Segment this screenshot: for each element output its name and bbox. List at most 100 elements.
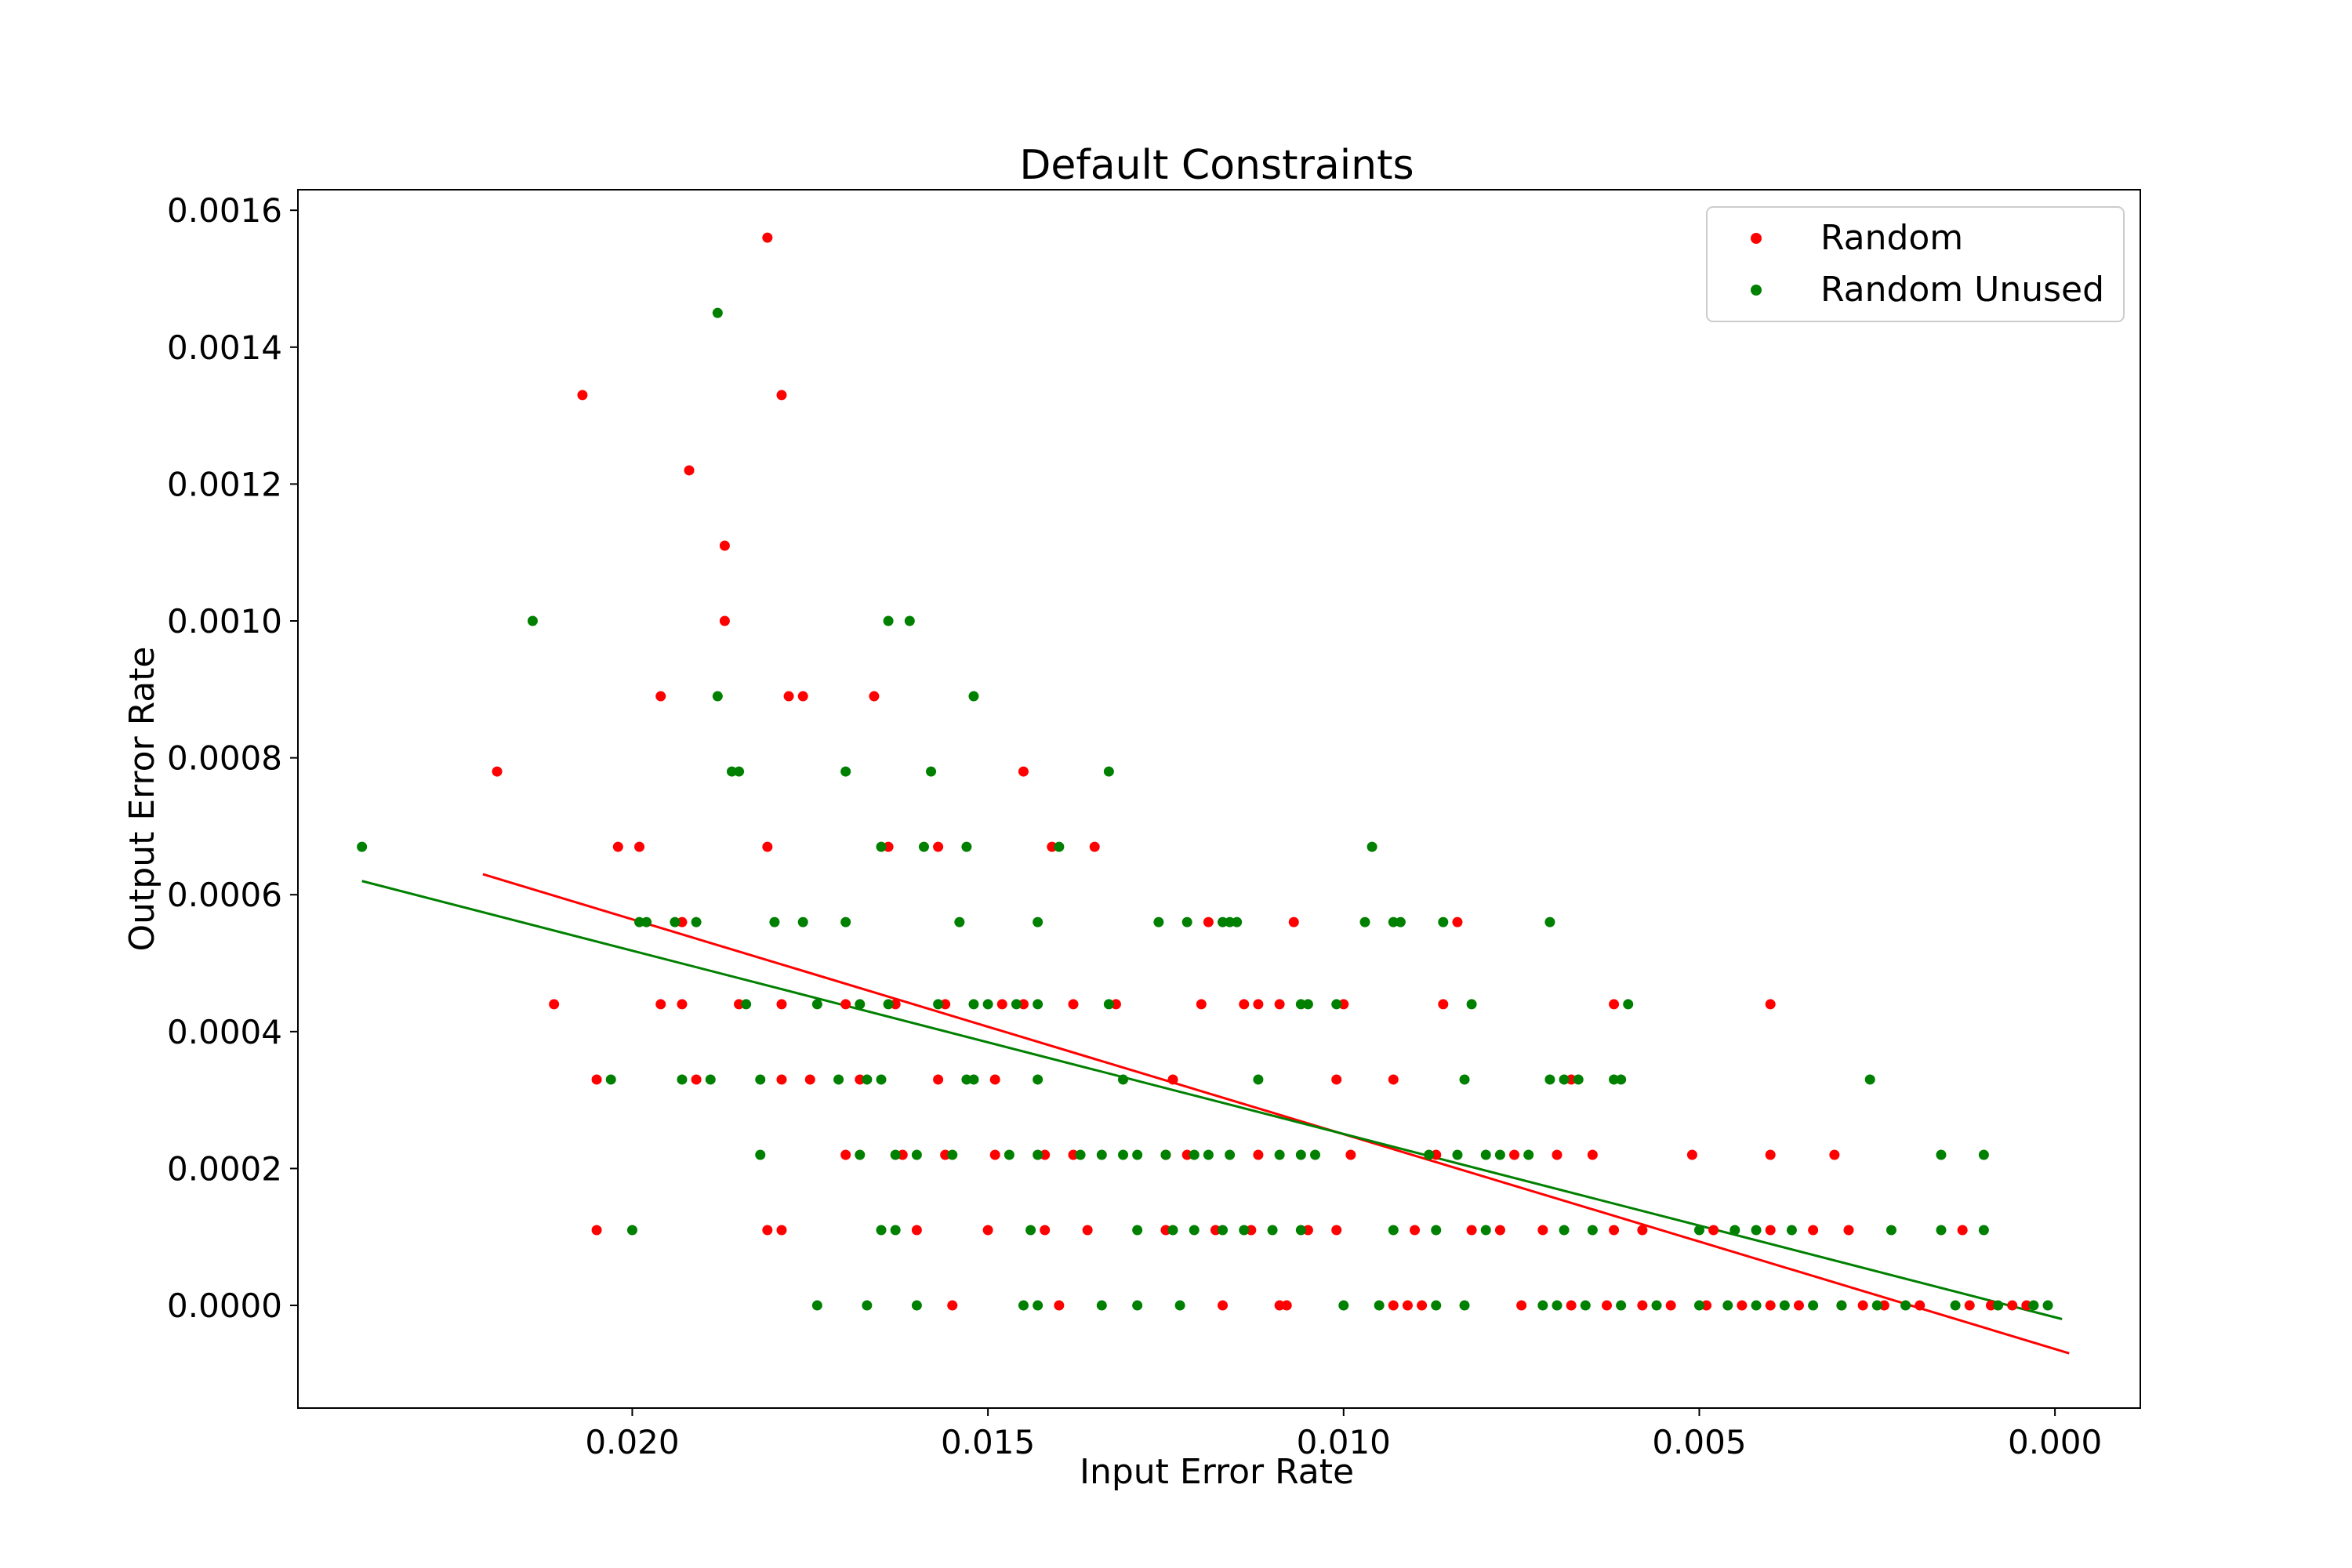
point-random-unused bbox=[961, 841, 972, 852]
point-random-unused bbox=[1466, 999, 1477, 1010]
point-random-unused bbox=[876, 1225, 887, 1236]
point-random-unused bbox=[1374, 1300, 1385, 1311]
point-random bbox=[1274, 1300, 1285, 1311]
point-random-unused bbox=[1452, 1149, 1463, 1160]
point-random-unused bbox=[1544, 916, 1555, 927]
point-random bbox=[1537, 1225, 1548, 1236]
x-axis-label: Input Error Rate bbox=[1080, 1452, 1354, 1492]
point-random-unused bbox=[1559, 1074, 1570, 1085]
point-random-unused bbox=[1359, 916, 1370, 927]
point-random-unused bbox=[1096, 1300, 1107, 1311]
point-random bbox=[1288, 916, 1299, 927]
point-random bbox=[1587, 1149, 1598, 1160]
point-random bbox=[890, 999, 901, 1010]
point-random bbox=[1737, 1300, 1748, 1311]
point-random-unused bbox=[855, 999, 866, 1010]
point-random bbox=[1018, 999, 1029, 1010]
y-tick-label: 0.0004 bbox=[167, 1013, 282, 1051]
point-random-unused bbox=[741, 999, 752, 1010]
point-random-unused bbox=[883, 615, 894, 626]
point-random bbox=[1388, 1074, 1399, 1085]
point-random-unused bbox=[1438, 916, 1449, 927]
y-axis-ticks: 0.0000 0.0002 0.0004 0.0006 0.0008 0.0010 0.00… bbox=[167, 191, 298, 1325]
point-random bbox=[840, 1149, 851, 1160]
point-random-unused bbox=[1239, 1225, 1250, 1236]
point-random-unused bbox=[1722, 1300, 1733, 1311]
point-random-unused bbox=[1388, 1225, 1399, 1236]
point-random bbox=[1964, 1300, 1975, 1311]
point-random bbox=[762, 841, 773, 852]
point-random-unused bbox=[1395, 916, 1406, 927]
point-random bbox=[1843, 1225, 1854, 1236]
point-random bbox=[1203, 916, 1214, 927]
point-random-unused bbox=[1786, 1225, 1797, 1236]
point-random bbox=[1701, 1300, 1712, 1311]
legend-marker-random-unused bbox=[1751, 285, 1762, 296]
legend-label-random-unused: Random Unused bbox=[1820, 270, 2104, 310]
y-tick-label: 0.0016 bbox=[167, 191, 282, 230]
point-random bbox=[1410, 1225, 1421, 1236]
point-random-unused bbox=[670, 916, 681, 927]
point-random-unused bbox=[641, 916, 652, 927]
point-random-unused bbox=[1836, 1300, 1847, 1311]
point-random-unused bbox=[755, 1149, 766, 1160]
point-random bbox=[2007, 1300, 2018, 1311]
point-random bbox=[1637, 1225, 1648, 1236]
point-random-unused bbox=[933, 999, 944, 1010]
plot-area-frame bbox=[297, 189, 2141, 1409]
point-random-unused bbox=[1693, 1225, 1704, 1236]
point-random-unused bbox=[1218, 916, 1229, 927]
point-random bbox=[940, 999, 951, 1010]
x-axis-ticks: 0.020 0.015 0.010 0.005 0.000 bbox=[585, 1408, 2102, 1461]
point-random bbox=[1082, 1225, 1093, 1236]
y-tick-label: 0.0012 bbox=[167, 465, 282, 503]
point-random bbox=[1452, 916, 1463, 927]
point-random bbox=[1431, 1149, 1442, 1160]
fit-line-random-unused bbox=[361, 880, 2063, 1320]
point-random-unused bbox=[1118, 1074, 1129, 1085]
point-random-unused bbox=[1033, 999, 1044, 1010]
point-random-unused bbox=[1338, 1300, 1349, 1311]
point-random bbox=[1438, 999, 1449, 1010]
point-random-unused bbox=[755, 1074, 766, 1085]
point-random bbox=[1494, 1225, 1505, 1236]
point-random bbox=[1218, 1300, 1229, 1311]
point-random bbox=[492, 766, 503, 777]
point-random bbox=[1765, 1149, 1776, 1160]
point-random bbox=[577, 390, 588, 401]
point-random bbox=[655, 691, 666, 702]
point-random bbox=[1765, 1300, 1776, 1311]
point-random-unused bbox=[677, 1074, 688, 1085]
point-random-unused bbox=[833, 1074, 844, 1085]
point-random-unused bbox=[1302, 999, 1313, 1010]
point-random bbox=[1040, 1149, 1051, 1160]
point-random-unused bbox=[1730, 1225, 1740, 1236]
point-random bbox=[1345, 1149, 1356, 1160]
point-random-unused bbox=[1132, 1300, 1143, 1311]
fit-lines bbox=[361, 873, 2070, 1355]
point-random-unused bbox=[954, 916, 965, 927]
point-random bbox=[1609, 999, 1620, 1010]
point-random-unused bbox=[1103, 766, 1114, 777]
point-random-unused bbox=[862, 1300, 873, 1311]
point-random-unused bbox=[1225, 916, 1236, 927]
point-random bbox=[776, 390, 787, 401]
point-random-unused bbox=[1587, 1225, 1598, 1236]
point-random bbox=[1665, 1300, 1676, 1311]
point-random-unused bbox=[1295, 1225, 1306, 1236]
point-random-unused bbox=[947, 1149, 958, 1160]
point-random-unused bbox=[605, 1074, 616, 1085]
legend-box bbox=[1706, 206, 2125, 322]
point-random-unused bbox=[890, 1149, 901, 1160]
point-random-unused bbox=[705, 1074, 716, 1085]
y-tick-label: 0.0008 bbox=[167, 739, 282, 778]
point-random bbox=[783, 691, 794, 702]
point-random bbox=[1985, 1300, 1996, 1311]
point-random-unused bbox=[1864, 1074, 1875, 1085]
point-random bbox=[883, 841, 894, 852]
point-random-unused bbox=[883, 999, 894, 1010]
point-random-unused bbox=[911, 1149, 922, 1160]
point-random bbox=[1388, 1300, 1399, 1311]
legend-marker-random bbox=[1751, 233, 1762, 244]
